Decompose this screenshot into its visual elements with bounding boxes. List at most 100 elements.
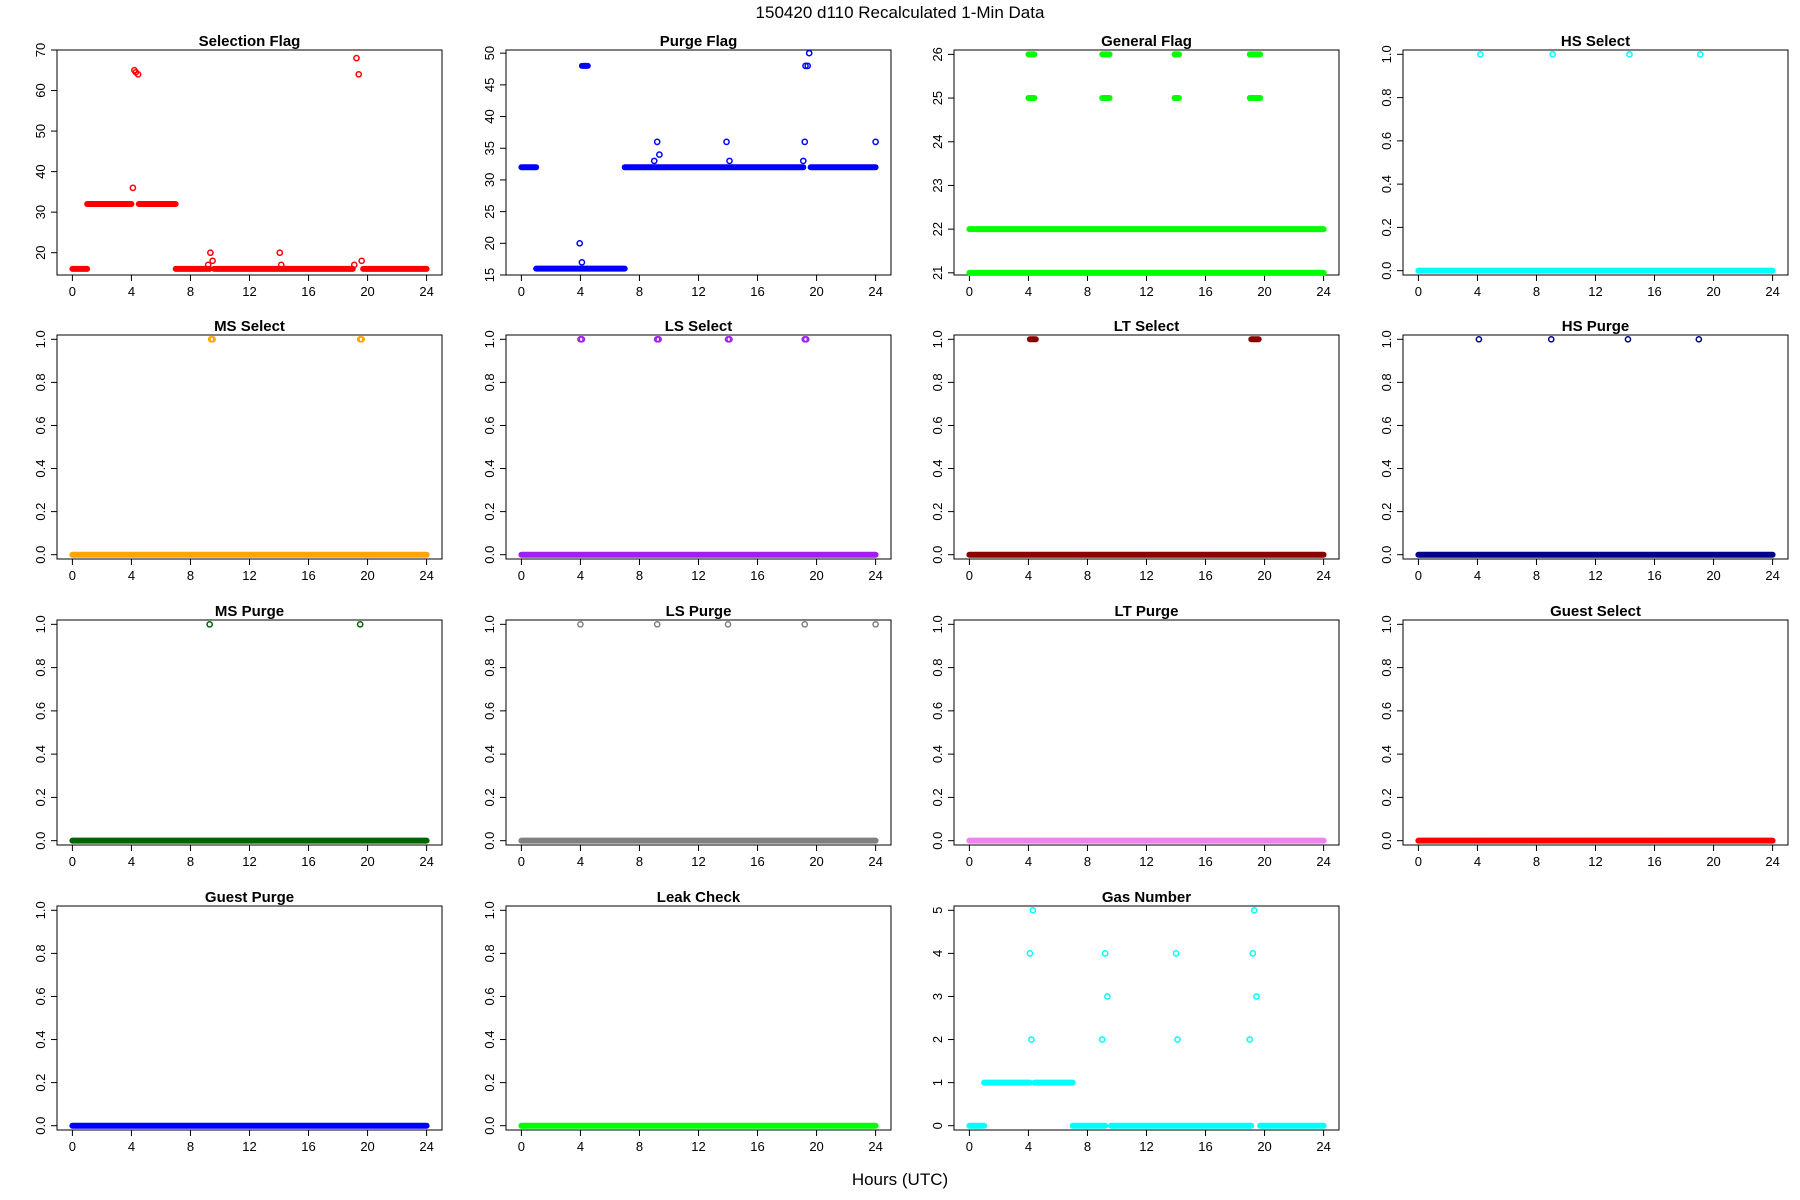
panel-1-xtick-label: 0 [69, 284, 76, 299]
panel-2-frame [505, 49, 892, 276]
panel-5-xtick-label: 12 [242, 568, 256, 583]
panel-10-data-point [724, 620, 732, 628]
panel-4-xtick-label: 16 [1647, 284, 1661, 299]
panel-1-xtick-label: 8 [187, 284, 194, 299]
panel-15-data-point [1172, 950, 1180, 957]
panel-3-ytick-label: 21 [930, 266, 945, 280]
panel-8-frame [1402, 334, 1789, 560]
panel-4-ytick-label: 1.0 [1379, 45, 1394, 63]
panel-5-ytick-label: 1.0 [33, 330, 48, 348]
panel-1-xtick-label: 20 [360, 284, 374, 299]
panel-10-ytick-label: 1.0 [482, 615, 497, 633]
panel-5-ytick-label: 0.2 [33, 503, 48, 521]
panel-2-title: Purge Flag [660, 33, 738, 50]
panel-15-ytick-label: 5 [930, 907, 945, 914]
panel-3-xtick-label: 24 [1316, 284, 1330, 299]
panel-11-xtick-label: 8 [1084, 854, 1091, 869]
panel-15-xtick-label: 12 [1139, 1139, 1153, 1154]
panel-8-title: HS Purge [1562, 318, 1630, 335]
panel-13-ytick-label: 0.8 [33, 944, 48, 962]
panel-4-xtick-label: 20 [1706, 284, 1720, 299]
panel-2-data-point [656, 151, 663, 158]
panel-2-xtick-label: 16 [750, 284, 764, 299]
panel-14-frame [505, 905, 892, 1131]
panel-15-xtick-label: 20 [1257, 1139, 1271, 1154]
panel-3-xtick-label: 4 [1025, 284, 1032, 299]
panel-1-data-point [204, 261, 212, 269]
panel-2-xtick-label: 0 [518, 284, 525, 299]
panel-3-xtick-label: 20 [1257, 284, 1271, 299]
panel-7-frame [953, 334, 1340, 560]
panel-1-data-point [129, 184, 137, 192]
panel-1-data-point [134, 70, 142, 78]
panel-14-xtick-label: 8 [636, 1139, 643, 1154]
panel-2-xtick-label: 8 [636, 284, 643, 299]
panel-3-ytick-label: 26 [930, 47, 945, 61]
panel-11-frame [953, 619, 1340, 846]
panel-10-ytick-label: 0.4 [482, 745, 497, 763]
panel-9-ytick-label: 1.0 [33, 615, 48, 633]
panel-2-data-point [726, 157, 733, 165]
panel-7-xtick-label: 0 [966, 568, 973, 583]
panel-9-xtick-label: 8 [187, 854, 194, 869]
panel-1-data-point [350, 261, 358, 269]
panel-5-xtick-label: 4 [128, 568, 135, 583]
panel-2-data-point [723, 138, 730, 146]
panel-1-data-point [276, 249, 284, 257]
panel-15-ytick-label: 0 [930, 1122, 945, 1129]
panel-14-xtick-label: 4 [577, 1139, 584, 1154]
panel-13-frame [56, 905, 443, 1131]
panel-12-ytick-label: 0.2 [1379, 788, 1394, 806]
panel-2-xtick-label: 24 [868, 284, 882, 299]
panel-12-ytick-label: 0.8 [1379, 659, 1394, 677]
panel-14: Leak Check 0 4 8 12 16 20 24 0.0 0.2 0.4 0.6 0.8 1.0 [482, 889, 892, 1154]
panel-1-data-point [358, 257, 366, 265]
panel-6-data-point [802, 335, 810, 343]
panel-15-ytick-label: 4 [930, 950, 945, 957]
panel-1-xtick-label: 12 [242, 284, 256, 299]
panel-14-xtick-label: 20 [809, 1139, 823, 1154]
panel-2-ytick-label: 25 [482, 204, 497, 218]
panel-11-title: LT Purge [1115, 603, 1179, 620]
panel-9: MS Purge 0 4 8 12 16 20 24 0.0 0.2 0.4 0.6 0.8 1.0 [33, 603, 443, 869]
panel-3-xtick-label: 16 [1198, 284, 1212, 299]
panel-12-xtick-label: 8 [1533, 854, 1540, 869]
panel-8-data-point [1624, 335, 1632, 343]
figure-xlabel: Hours (UTC) [852, 1170, 948, 1189]
panel-2-data-point [872, 138, 879, 146]
panel-7-xtick-label: 20 [1257, 568, 1271, 583]
panel-6-data-point [655, 335, 663, 343]
panel-13-ytick-label: 1.0 [33, 901, 48, 919]
panel-9-xtick-label: 0 [69, 854, 76, 869]
panel-10-xtick-label: 0 [518, 854, 525, 869]
panel-10-ytick-label: 0.0 [482, 832, 497, 850]
panel-2-ytick-label: 40 [482, 109, 497, 123]
panel-3-frame [953, 49, 1340, 276]
panel-13-ytick-label: 0.0 [33, 1117, 48, 1135]
panel-3-title: General Flag [1101, 33, 1192, 50]
panel-3: General Flag 0 4 8 12 16 20 24 21 22 23 24 25 26 [930, 33, 1340, 299]
panel-1-ytick-label: 40 [33, 164, 48, 178]
panel-5: MS Select 0 4 8 12 16 20 24 0.0 0.2 0.4 0.6 0.8 1.0 [33, 318, 443, 583]
panel-5-ytick-label: 0.0 [33, 546, 48, 564]
panel-13-xtick-label: 8 [187, 1139, 194, 1154]
panel-1-xtick-label: 16 [301, 284, 315, 299]
panel-14-xtick-label: 24 [868, 1139, 882, 1154]
panel-2-data-point [653, 138, 661, 146]
panel-7-ytick-label: 0.4 [930, 459, 945, 477]
panel-12-ytick-label: 0.0 [1379, 832, 1394, 850]
panel-11-ytick-label: 0.2 [930, 788, 945, 806]
panel-11: LT Purge 0 4 8 12 16 20 24 0.0 0.2 0.4 0.6 0.8 1.0 [930, 603, 1340, 869]
panel-9-xtick-label: 24 [419, 854, 433, 869]
panel-1-xtick-label: 4 [128, 284, 135, 299]
panel-7-xtick-label: 16 [1198, 568, 1212, 583]
panel-5-ytick-label: 0.6 [33, 416, 48, 434]
panel-3-ytick-label: 23 [930, 178, 945, 192]
panel-1-ytick-label: 30 [33, 205, 48, 219]
panel-15-data-point [1250, 906, 1258, 914]
panel-2-data-point [578, 258, 586, 266]
panel-2-data-point [805, 49, 813, 57]
panel-14-ytick-label: 0.4 [482, 1030, 497, 1048]
panel-1-data-point [277, 261, 285, 269]
panel-1-data-point [209, 257, 216, 265]
